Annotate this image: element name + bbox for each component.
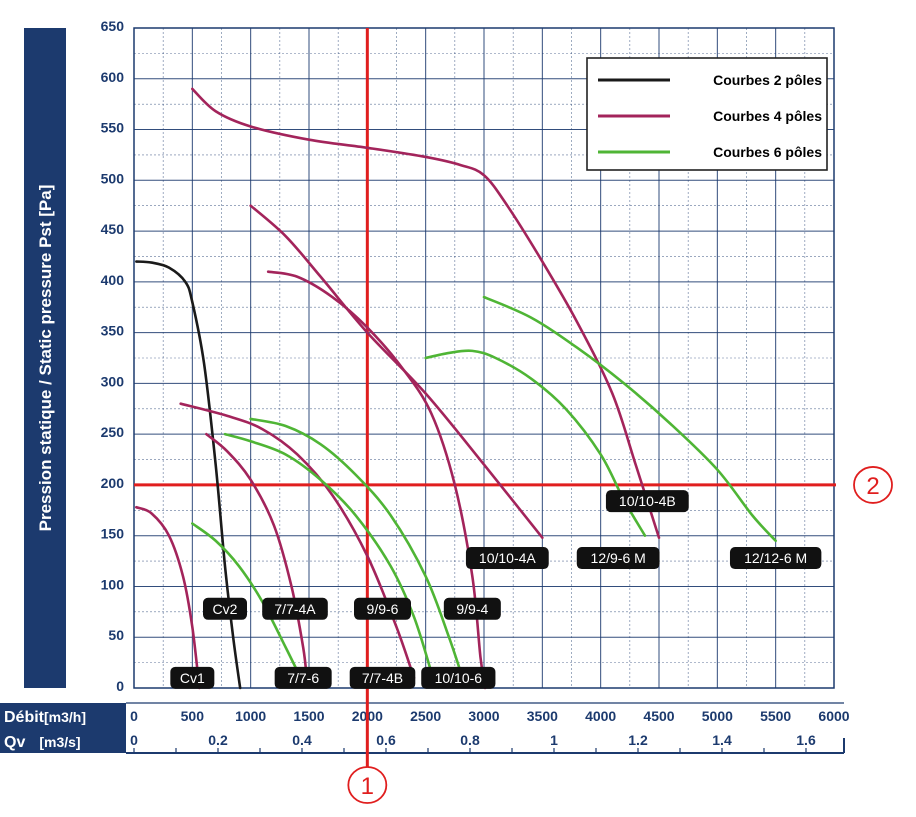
reference-marker-label: 1 (361, 773, 374, 800)
x-tick-label-m3h: 3500 (527, 708, 558, 724)
curve-tag-box (605, 490, 689, 513)
x-tick-label-m3s: 0.6 (376, 732, 396, 748)
debit-unit: [m3/h] (44, 709, 86, 725)
curve-12-12-6-m (482, 295, 777, 543)
debit-text: Débit (4, 709, 45, 726)
curve-tag-label: 12/12-6 M (744, 550, 807, 566)
curve-cv2 (135, 260, 242, 690)
x-tick-label-m3h: 3000 (468, 708, 499, 724)
y-tick-label: 300 (101, 373, 125, 389)
curve-10-10-4a (249, 204, 544, 540)
x-tick-label-m3s: 0.2 (208, 732, 228, 748)
reference-marker-circle (853, 466, 893, 504)
x-tick-label-m3s: 1.6 (796, 732, 816, 748)
debit-label-bar (0, 703, 126, 729)
curve-tag-label: 7/7-4B (362, 670, 403, 686)
y-tick-label: 150 (101, 526, 125, 542)
x-tick-label-m3s: 0 (130, 732, 138, 748)
reference-marker-label: 2 (866, 473, 879, 500)
curve-10-10-6 (249, 417, 466, 685)
qv-unit: [m3/s] (39, 734, 80, 750)
curve-cv1 (135, 505, 201, 690)
curve-tag-label: Cv2 (213, 601, 238, 617)
y-tick-label: 250 (101, 424, 125, 440)
curve-9-9-6 (223, 432, 433, 675)
reference-marker-circle (347, 766, 388, 804)
x-tick-label-m3s: 1.4 (712, 732, 732, 748)
x-tick-label-m3h: 5000 (702, 708, 733, 724)
x-tick-label-m3h: 1500 (293, 708, 324, 724)
legend: Courbes 2 pôles Courbes 4 pôles Courbes 6 … (586, 57, 828, 171)
y-tick-label: 100 (101, 576, 125, 592)
curve-10-10-4b (191, 87, 661, 540)
debit-label: Débit[m3/h] (4, 709, 86, 726)
x-tick-label-m3h: 0 (130, 708, 138, 724)
curve-tag-label: 10/10-4B (619, 493, 676, 509)
y-axis-label: Pression statique / Static pressure Pst … (36, 185, 55, 532)
x-tick-label-m3s: 0.8 (460, 732, 480, 748)
curve-tag-label: 10/10-6 (435, 670, 483, 686)
legend-label: Courbes 4 pôles (713, 108, 822, 124)
curve-tag-box (262, 597, 328, 620)
qv-label-bar (0, 729, 126, 753)
curve-tag-label: 7/7-6 (287, 670, 319, 686)
y-tick-label: 550 (101, 120, 125, 136)
legend-label: Courbes 6 pôles (713, 144, 822, 160)
y-tick-label: 500 (101, 170, 125, 186)
curve-tag-box (170, 666, 215, 689)
curve-tag-box (354, 597, 411, 620)
y-tick-label: 0 (116, 678, 124, 694)
curve-tags: Cv1 Cv2 7/7-4A 7/7-6 7/7-4B 9/9-6 9/9-4 10/10-6… (170, 490, 822, 689)
y-tick-label: 200 (101, 475, 125, 491)
performance-curves (135, 87, 777, 690)
x-tick-label-m3h: 1000 (235, 708, 266, 724)
curve-tag-label: 10/10-4A (479, 550, 536, 566)
x-tick-labels-m3h: 0500100015002000250030003500400045005000… (130, 708, 850, 724)
legend-label: Courbes 2 pôles (713, 72, 822, 88)
curve-tag-box (203, 597, 247, 620)
x-tick-label-m3h: 2500 (410, 708, 441, 724)
curve-tag-box (443, 597, 501, 620)
x-tick-label-m3h: 5500 (760, 708, 791, 724)
curve-12-9-6-m (424, 349, 647, 537)
y-tick-label: 350 (101, 323, 125, 339)
x-tick-label-m3h: 6000 (818, 708, 849, 724)
y-tick-label: 50 (108, 627, 124, 643)
x-tick-label-m3h: 4000 (585, 708, 616, 724)
curve-tag-box (274, 666, 332, 689)
curve-tag-label: 9/9-6 (367, 601, 399, 617)
y-tick-label: 450 (101, 221, 125, 237)
x-tick-label-m3s: 0.4 (292, 732, 312, 748)
curve-9-9-4 (266, 270, 487, 690)
ylabel-bar (24, 28, 66, 688)
curve-tag-box (421, 666, 496, 689)
reference-lines: 12 (134, 28, 893, 804)
curve-tag-label: 9/9-4 (456, 601, 488, 617)
x-tick-labels-m3s: 0 0.2 0.4 0.6 0.8 1 1.2 1.4 1.6 (130, 732, 816, 748)
y-tick-label: 650 (101, 18, 125, 34)
curve-7-7-4a (205, 432, 308, 680)
curve-7-7-6 (191, 522, 305, 685)
curve-tag-box (349, 666, 416, 689)
curve-tag-box (576, 547, 660, 570)
y-tick-label: 400 (101, 272, 125, 288)
x-tick-label-m3s: 1 (550, 732, 558, 748)
curve-tag-label: 12/9-6 M (591, 550, 646, 566)
qv-label: Qv [m3/s] (4, 734, 81, 751)
curve-tag-box (729, 547, 822, 570)
qv-text: Qv (4, 734, 25, 751)
x-tick-label-m3s: 1.2 (628, 732, 648, 748)
curve-tag-label: Cv1 (180, 670, 205, 686)
curve-tag-box (465, 547, 549, 570)
x-tick-label-m3h: 500 (181, 708, 205, 724)
curve-tag-label: 7/7-4A (274, 601, 316, 617)
x-tick-label-m3h: 4500 (643, 708, 674, 724)
y-tick-label: 600 (101, 69, 125, 85)
